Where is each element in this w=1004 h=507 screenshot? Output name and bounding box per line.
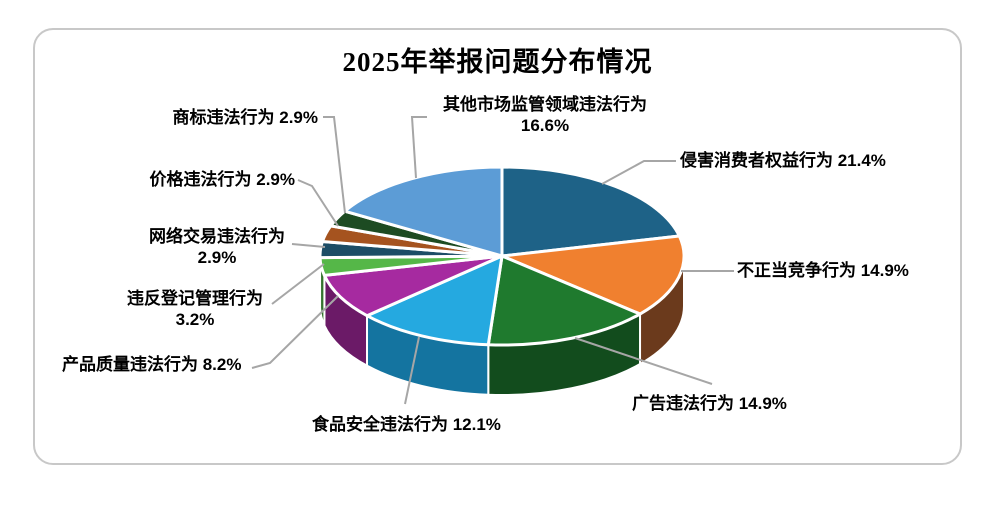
leader-lines (251, 116, 734, 405)
pie-slice-tops (318, 165, 686, 347)
pie-slice-1 (500, 234, 686, 316)
leader-line-6 (291, 243, 326, 248)
leader-line-0 (601, 160, 676, 185)
pie-label-7: 价格违法行为 2.9% (149, 170, 295, 189)
leader-line-7 (297, 179, 339, 227)
pie-slice-0 (500, 165, 681, 258)
pie-label-5: 违反登记管理行为 3.2% (127, 288, 263, 330)
pie-label-4: 产品质量违法行为 8.2% (62, 355, 242, 374)
pie-label-name: 其他市场监管领域违法行为 (443, 95, 647, 114)
pie-slice-9 (343, 165, 504, 258)
pie-label-6: 网络交易违法行为 2.9% (149, 226, 285, 268)
chart-title: 2025年举报问题分布情况 (342, 47, 653, 77)
leader-line-3 (404, 336, 420, 405)
pie-label-1: 不正当竞争行为 14.9% (737, 261, 909, 280)
leader-line-5 (271, 263, 325, 305)
pie-label-name: 违反登记管理行为 (127, 289, 263, 308)
pie-label-3: 食品安全违法行为 12.1% (312, 415, 501, 434)
pie-label-2: 广告违法行为 14.9% (632, 394, 787, 413)
pie-label-8: 商标违法行为 2.9% (172, 108, 318, 127)
pie-label-value: 2.9% (197, 248, 237, 267)
pie-slice-walls (318, 255, 685, 396)
leader-line-4 (251, 295, 339, 369)
pie-label-value: 3.2% (175, 310, 215, 329)
pie-slice-3 (365, 254, 504, 347)
leader-line-9 (410, 116, 427, 179)
leader-line-2 (574, 337, 713, 385)
pie-label-name: 网络交易违法行为 (149, 227, 285, 246)
leader-line-8 (323, 116, 346, 214)
pie-label-0: 侵害消费者权益行为 21.4% (680, 151, 886, 170)
pie-slice-2 (486, 254, 642, 347)
pie-label-value: 16.6% (520, 116, 570, 135)
pie-label-9: 其他市场监管领域违法行为 16.6% (443, 94, 647, 136)
